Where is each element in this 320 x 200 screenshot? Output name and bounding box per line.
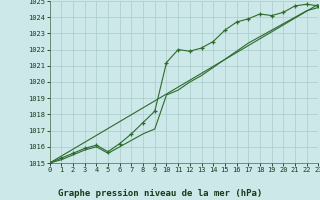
Text: Graphe pression niveau de la mer (hPa): Graphe pression niveau de la mer (hPa): [58, 189, 262, 198]
